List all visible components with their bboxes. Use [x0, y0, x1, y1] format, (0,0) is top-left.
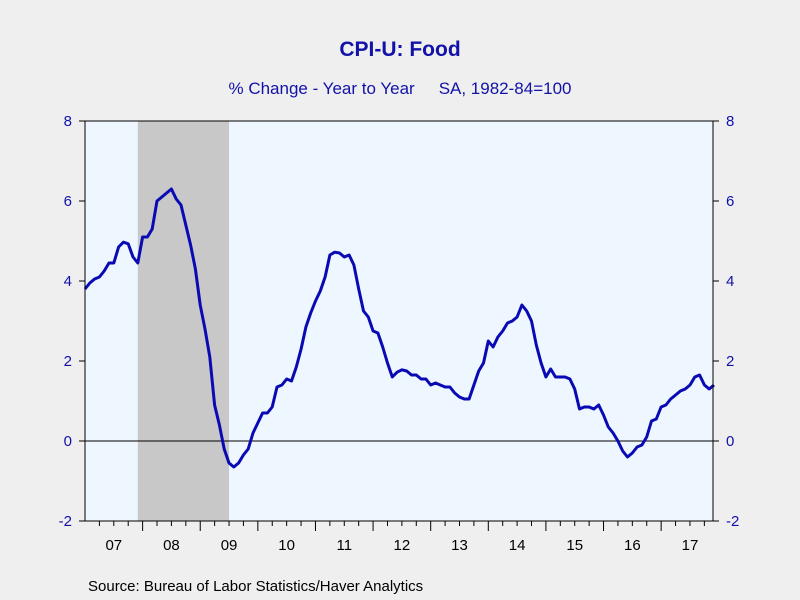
- x-tick-label: 12: [394, 537, 411, 554]
- x-tick-label: 07: [105, 537, 122, 554]
- x-tick-label: 14: [509, 537, 526, 554]
- y-tick-label-left: 8: [64, 113, 72, 130]
- y-tick-label-right: 6: [726, 193, 734, 210]
- x-tick-label: 17: [682, 537, 699, 554]
- x-tick-label: 11: [336, 537, 352, 554]
- x-tick-label: 08: [163, 537, 180, 554]
- chart-title: CPI-U: Food: [339, 38, 461, 61]
- y-tick-label-right: 4: [726, 273, 734, 290]
- series-line-0: [83, 187, 715, 469]
- x-tick-label: 16: [624, 537, 641, 554]
- y-tick-label-right: 8: [726, 113, 734, 130]
- subtitle-basis: SA, 1982-84=100: [438, 79, 572, 98]
- x-tick-label: 15: [566, 537, 583, 554]
- plot-frame: [84, 120, 714, 522]
- recession-band: [137, 121, 230, 521]
- y-tick-label-left: -2: [59, 513, 72, 530]
- y-tick-label-left: 6: [64, 193, 72, 210]
- y-tick-label-left: 4: [64, 273, 72, 290]
- source-note: Source: Bureau of Labor Statistics/Haver…: [88, 578, 424, 595]
- y-tick-label-left: 0: [64, 433, 72, 450]
- y-tick-label-left: 2: [64, 353, 72, 370]
- x-tick-label: 09: [221, 537, 238, 554]
- y-tick-label-right: 0: [726, 433, 734, 450]
- y-tick-label-right: 2: [726, 353, 734, 370]
- x-tick-label: 13: [451, 537, 468, 554]
- y-tick-label-right: -2: [726, 513, 739, 530]
- x-tick-label: 10: [278, 537, 295, 554]
- subtitle-measure: % Change - Year to Year: [228, 79, 415, 98]
- chart-subtitle: % Change - Year to Year SA, 1982-84=100: [0, 79, 800, 99]
